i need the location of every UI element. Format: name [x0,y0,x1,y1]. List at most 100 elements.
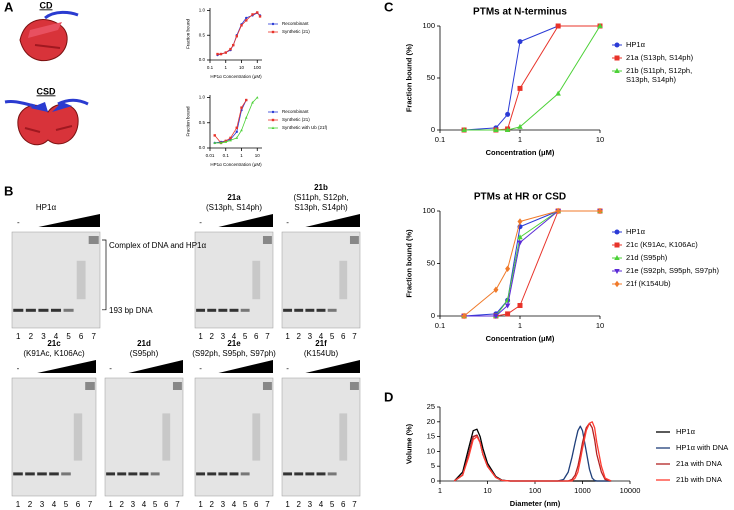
legend-label: Recombinant [282,21,309,27]
lane-number: 4 [52,500,57,509]
marker [219,141,223,144]
gel-subtitle: (S92ph, S95ph, S97ph) [192,349,276,358]
lane-number: 3 [41,332,46,341]
control-mark: - [199,364,202,373]
legend-label: 21b with DNA [676,475,722,485]
lane-number: 4 [54,332,59,341]
lane-number: 1 [285,500,290,509]
dna-band [61,472,71,476]
lane-number: 7 [88,500,93,509]
gel [104,377,184,497]
legend-label: HP1α [676,427,695,437]
marker [245,19,248,22]
x-tick-label: 1 [518,135,522,144]
x-tick-label: 0.1 [435,135,445,144]
series-line [464,210,600,317]
x-axis-label: HP1α Concentration (μM) [210,162,262,167]
dna-band [327,308,337,312]
complex-band [172,382,182,390]
gel-title: 21d [137,339,151,348]
lane-number: 4 [232,332,237,341]
dna-band [316,472,326,476]
wedge [128,360,183,373]
series-line [464,25,600,131]
wedge [305,214,360,227]
legend-label: Recombinant [282,109,309,115]
marker [517,234,523,240]
marker [614,280,620,288]
x-tick-label: 1 [518,321,522,330]
gel-title: 21a [227,193,241,202]
legend-label: HP1α [626,227,645,237]
x-tick-label: 10000 [620,486,641,495]
lane-number: 5 [330,332,335,341]
smear [162,413,171,461]
legend-label: Synthetic with Ub (21f) [282,125,328,131]
gel-title: 21b [314,183,328,192]
marker [614,242,620,248]
legend-label: 21c (K91Ac, K106Ac) [626,240,698,250]
dna-band [25,308,36,312]
wedge [38,214,100,227]
dna-band [327,472,337,476]
y-tick-label: 0.5 [199,32,206,37]
lane-number: 7 [91,332,96,341]
gel [11,231,101,329]
legend-label: HP1α with DNA [676,443,729,453]
marker [614,269,620,274]
series-line [464,210,600,317]
x-tick-label: 100 [254,65,262,70]
marker [258,15,262,18]
marker [461,127,467,132]
dna-band [196,472,206,476]
marker [614,68,620,73]
y-tick-label: 0 [431,125,435,134]
marker [244,116,248,119]
legend-label: 21a (S13ph, S14ph) [626,53,694,63]
lane-number: 6 [254,500,259,509]
x-tick-label: 0.1 [207,65,214,70]
marker [614,42,620,48]
dna-band [229,472,239,476]
complex-band [88,236,99,244]
lane-number: 7 [175,500,180,509]
marker [229,136,232,140]
x-axis-label: Diameter (nm) [510,499,561,508]
marker [493,127,499,132]
marker [555,90,561,96]
marker [597,23,603,28]
marker [251,101,254,104]
marker [505,265,511,272]
chart-title: PTMs at HR or CSD [474,192,566,203]
control-mark: - [286,364,289,373]
lane-number: 7 [265,500,270,509]
y-tick-label: 5 [431,461,435,470]
legend-label: 21b (S11ph, S12ph, S13ph, S14ph) [626,66,693,85]
dna-band [207,472,217,476]
gel-subtitle: (S13ph, S14ph) [206,203,262,212]
y-tick-label: 50 [427,73,435,82]
gel-subtitle: (S95ph) [130,349,159,358]
marker [256,11,259,14]
gel [194,231,274,329]
y-tick-label: 20 [427,417,435,426]
lane-number: 1 [198,500,203,509]
gel-title: 21f [315,339,327,348]
chart-title: PTMs at N-terminus [473,7,567,18]
lane-number: 2 [119,500,124,509]
marker [219,52,223,56]
dna-band [106,472,116,476]
marker [235,126,238,130]
smear [252,260,261,300]
dna-band [49,472,59,476]
structure-label: CSD [36,86,56,96]
marker [245,98,248,102]
dna-band [13,472,23,476]
lane-number: 6 [164,500,169,509]
lane-number: 5 [153,500,158,509]
marker [461,312,467,320]
x-tick-label: 10 [239,65,245,70]
marker [271,110,275,114]
marker [213,141,217,144]
marker [271,22,275,26]
